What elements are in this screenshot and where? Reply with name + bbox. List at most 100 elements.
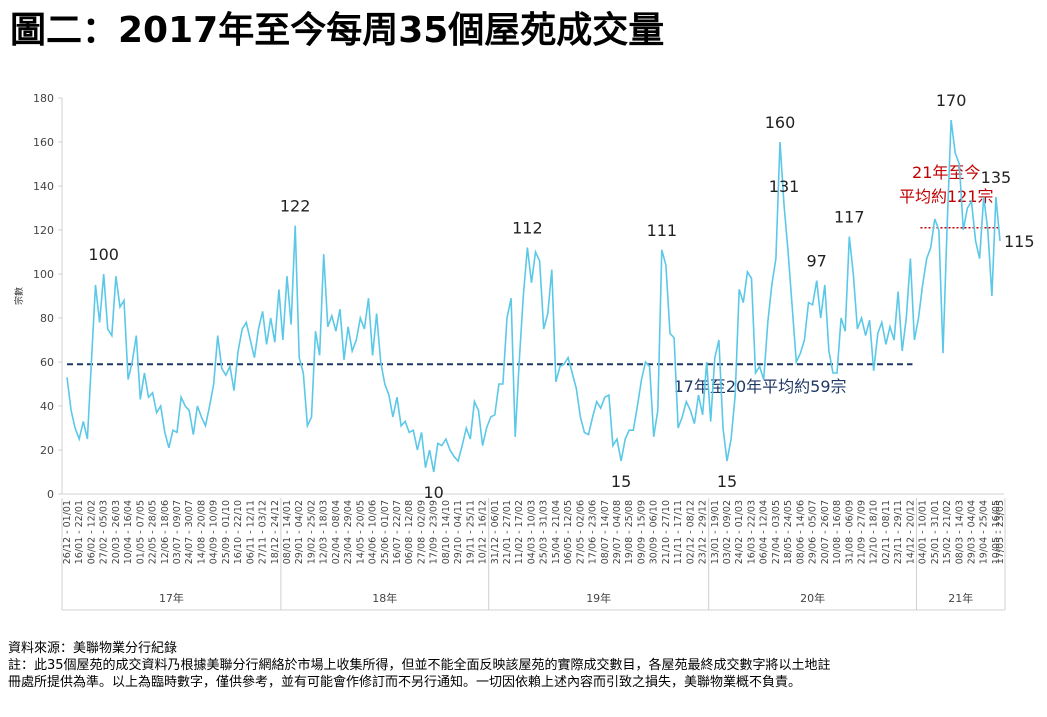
x-tick-label: 16/07 - 22/07 — [392, 500, 403, 564]
y-tick-label: 40 — [40, 400, 54, 413]
x-tick-label: 17/05 - 23/05 — [995, 500, 1006, 564]
x-tick-label: 03/07 - 09/07 — [172, 500, 183, 564]
x-tick-label: 21/01 - 27/01 — [502, 500, 513, 564]
x-tick-label: 10/12 - 16/12 — [478, 500, 489, 564]
x-tick-label: 19/04 - 25/04 — [979, 500, 990, 564]
x-tick-label: 17/09 - 23/09 — [429, 500, 440, 564]
x-tick-label: 16/01 - 22/01 — [74, 500, 85, 564]
x-tick-label: 12/06 - 18/06 — [160, 500, 171, 564]
x-tick-label: 19/02 - 25/02 — [306, 500, 317, 564]
y-axis-label: 宗數 — [13, 287, 25, 305]
value-label: 97 — [806, 252, 826, 271]
group-label: 18年 — [372, 591, 397, 605]
value-label: 15 — [611, 472, 631, 491]
footnote: 資料來源：美聯物業分行紀錄 — [8, 640, 177, 656]
x-tick-label: 31/12 - 06/01 — [490, 500, 501, 564]
x-tick-label: 31/08 - 06/09 — [844, 500, 855, 564]
x-tick-label: 10/08 - 16/08 — [832, 500, 843, 564]
group-label: 21年 — [948, 591, 973, 605]
x-tick-label: 11/02 - 17/02 — [514, 500, 525, 564]
x-tick-label: 27/05 - 02/06 — [575, 500, 586, 564]
x-tick-label: 16/03 - 22/03 — [746, 500, 757, 564]
x-tick-label: 29/03 - 04/04 — [966, 500, 977, 564]
x-tick-label: 27/08 - 02/09 — [416, 500, 427, 564]
x-tick-label: 25/09 - 01/10 — [221, 500, 232, 564]
x-tick-label: 18/12 - 24/12 — [270, 500, 281, 564]
x-tick-label: 16/10 - 22/10 — [233, 500, 244, 564]
x-tick-label: 11/11 - 17/11 — [673, 500, 684, 564]
value-label: 115 — [1004, 232, 1035, 251]
chart-title: 圖二：2017年至今每周35個屋苑成交量 — [10, 9, 664, 51]
value-label: 122 — [280, 197, 311, 216]
x-tick-label: 15/02 - 21/02 — [942, 500, 953, 564]
x-tick-label: 03/02 - 09/02 — [722, 500, 733, 564]
group-label: 17年 — [159, 591, 184, 605]
x-tick-label: 06/04 - 12/04 — [759, 500, 770, 564]
x-tick-label: 06/02 - 12/02 — [86, 500, 97, 564]
x-tick-label: 25/03 - 31/03 — [539, 500, 550, 564]
value-label: 15 — [717, 472, 737, 491]
x-tick-label: 20/03 - 26/03 — [111, 500, 122, 564]
x-tick-label: 18/05 - 24/05 — [783, 500, 794, 564]
x-tick-label: 25/01 - 31/01 — [930, 500, 941, 564]
x-tick-label: 30/09 - 06/10 — [649, 500, 660, 564]
x-tick-label: 10/05 - 16/05 — [991, 500, 1002, 564]
footnote: 冊處所提供為準。以上為臨時數字，僅供參考，並有可能會作修訂而不另行通知。一切因依… — [8, 674, 801, 690]
x-tick-label: 26/12 - 01/01 — [62, 500, 73, 564]
x-tick-label: 23/12 - 29/12 — [698, 500, 709, 564]
x-tick-label: 29/07 - 04/08 — [612, 500, 623, 564]
x-tick-label: 01/05 - 07/05 — [135, 500, 146, 564]
x-tick-label: 08/01 - 14/01 — [282, 500, 293, 564]
value-label: 170 — [936, 91, 967, 110]
x-tick-label: 27/02 - 05/03 — [99, 500, 110, 564]
x-tick-label: 08/06 - 14/06 — [795, 500, 806, 564]
x-tick-label: 06/05 - 12/05 — [563, 500, 574, 564]
y-tick-label: 100 — [33, 268, 54, 281]
y-tick-label: 0 — [47, 488, 54, 501]
group-label: 19年 — [586, 591, 611, 605]
x-tick-label: 29/06 - 05/07 — [808, 500, 819, 564]
group-label: 20年 — [800, 591, 825, 605]
x-tick-label: 23/04 - 29/04 — [343, 500, 354, 564]
x-tick-label: 04/06 - 10/06 — [368, 500, 379, 564]
value-label: 135 — [981, 168, 1012, 187]
x-tick-label: 19/11 - 25/11 — [465, 500, 476, 564]
value-label: 117 — [834, 208, 865, 227]
x-tick-label: 19/08 - 25/08 — [624, 500, 635, 564]
x-tick-label: 14/08 - 20/08 — [196, 500, 207, 564]
x-tick-label: 04/03 - 10/03 — [526, 500, 537, 564]
x-tick-label: 12/10 - 18/10 — [869, 500, 880, 564]
x-tick-label: 20/07 - 26/07 — [820, 500, 831, 564]
x-tick-label: 13/01 - 19/01 — [710, 500, 721, 564]
x-tick-label: 14/05 - 20/05 — [355, 500, 366, 564]
x-tick-label: 08/10 - 14/10 — [441, 500, 452, 564]
x-tick-label: 25/06 - 01/07 — [380, 500, 391, 564]
y-tick-label: 140 — [33, 180, 54, 193]
value-label: 111 — [647, 221, 678, 240]
y-tick-label: 120 — [33, 224, 54, 237]
x-tick-label: 08/07 - 14/07 — [600, 500, 611, 564]
x-tick-label: 17/06 - 23/06 — [588, 500, 599, 564]
y-tick-label: 180 — [33, 92, 54, 105]
value-label: 112 — [512, 219, 543, 238]
value-label: 100 — [88, 245, 119, 264]
y-tick-label: 20 — [40, 444, 54, 457]
x-tick-label: 27/04 - 03/05 — [771, 500, 782, 564]
x-tick-label: 02/04 - 08/04 — [331, 500, 342, 564]
value-label: 10 — [424, 483, 444, 502]
x-tick-label: 29/01 - 04/02 — [294, 500, 305, 564]
x-tick-label: 10/04 - 16/04 — [123, 500, 134, 564]
x-tick-label: 23/11 - 29/11 — [893, 500, 904, 564]
x-tick-label: 02/12 - 08/12 — [685, 500, 696, 564]
footnote: 註：此35個屋苑的成交資料乃根據美聯分行網絡於市場上收集所得，但並不能全面反映該… — [8, 657, 831, 673]
x-tick-label: 12/03 - 18/03 — [319, 500, 330, 564]
x-tick-label: 04/01 - 10/01 — [918, 500, 929, 564]
x-tick-label: 21/09 - 27/09 — [856, 500, 867, 564]
y-tick-label: 80 — [40, 312, 54, 325]
x-tick-label: 02/11 - 08/11 — [881, 500, 892, 564]
x-tick-label: 09/09 - 15/09 — [636, 500, 647, 564]
x-tick-label: 21/10 - 27/10 — [661, 500, 672, 564]
x-tick-label: 06/11 - 12/11 — [245, 500, 256, 564]
x-tick-label: 14/12 - 20/12 — [905, 500, 916, 564]
